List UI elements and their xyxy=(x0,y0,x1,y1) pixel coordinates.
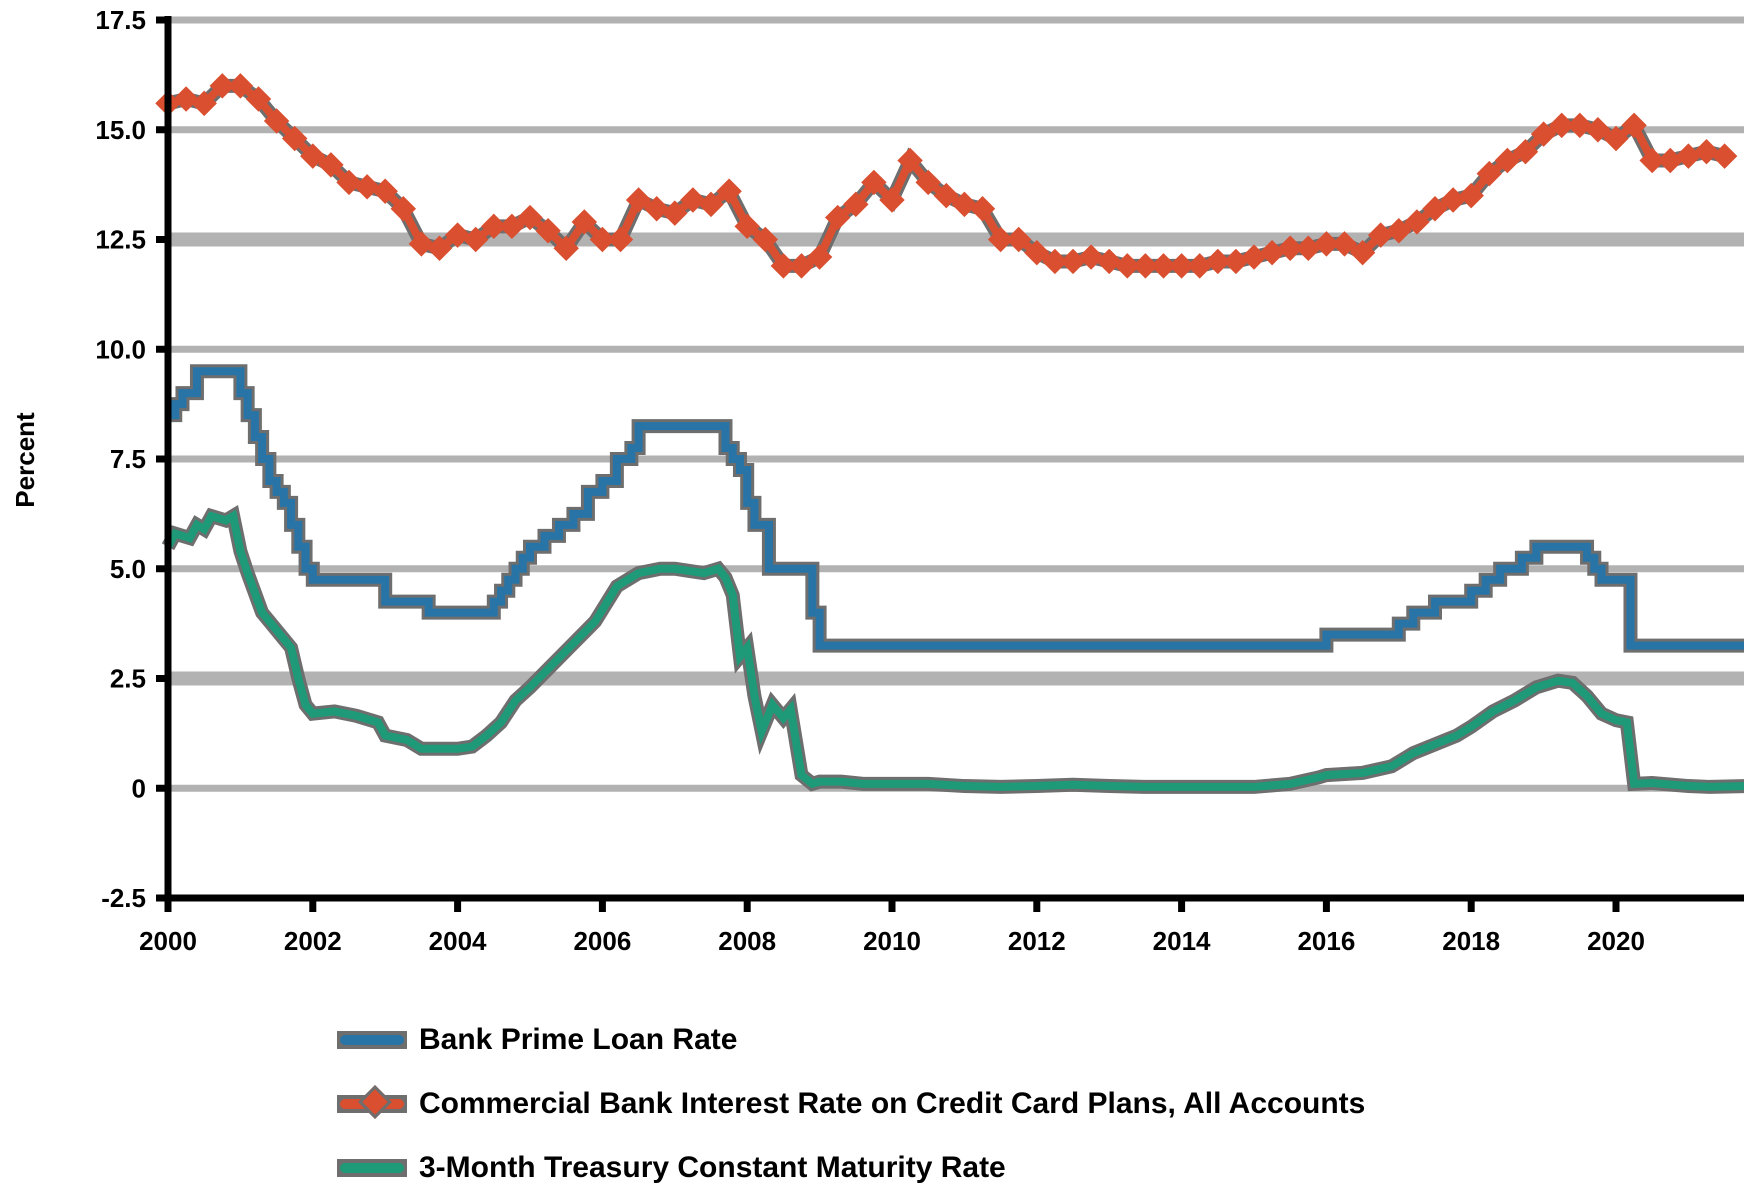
line-swatch-icon xyxy=(337,1159,407,1177)
diamond-marker-icon xyxy=(662,200,688,226)
diamond-marker-icon xyxy=(734,213,760,240)
diamond-marker-icon xyxy=(933,182,960,209)
diamond-marker-icon xyxy=(462,226,489,253)
diamond-marker-icon xyxy=(915,169,941,196)
series-commercial-bank-interest-rate-on-credit-card-plans-all-accounts xyxy=(155,73,1738,279)
diamond-marker-icon xyxy=(589,226,616,253)
line-swatch-icon xyxy=(337,1031,407,1049)
y-axis-tick-labels: 17.5 15.0 12.5 10.0 7.5 5.0 2.5 0 -2.5 xyxy=(95,5,146,913)
diamond-marker-icon xyxy=(969,196,996,222)
diamond-marker-icon xyxy=(897,147,923,174)
y-axis-title: Percent xyxy=(10,412,40,508)
diamond-marker-icon xyxy=(263,108,290,134)
y-tick-label: 7.5 xyxy=(110,444,146,474)
gridlines xyxy=(168,16,1744,792)
diamond-marker-icon xyxy=(607,226,634,253)
diamond-marker-icon xyxy=(426,235,453,262)
diamond-marker-icon xyxy=(1005,226,1032,253)
diamond-marker-icon xyxy=(535,217,561,244)
axes xyxy=(156,16,1744,912)
diamond-marker-icon xyxy=(336,169,362,196)
diamond-marker-icon xyxy=(354,174,380,200)
x-tick-label: 2008 xyxy=(718,926,776,956)
line-chart: 17.515.012.510.07.55.02.50-2.5 2000 2002 2… xyxy=(10,5,1744,956)
x-tick-label: 2006 xyxy=(573,926,631,956)
x-tick-label: 2012 xyxy=(1008,926,1066,956)
legend-item-credit-card-rate: Commercial Bank Interest Rate on Credit … xyxy=(337,1072,1365,1136)
y-tick-label: 12.5 xyxy=(95,225,146,255)
diamond-marker-icon xyxy=(300,143,326,169)
x-tick-label: 2002 xyxy=(284,926,342,956)
diamond-marker-icon xyxy=(861,169,887,196)
legend-label: Bank Prime Loan Rate xyxy=(419,1023,738,1056)
diamond-marker-icon xyxy=(643,196,670,222)
diamond-marker-icon xyxy=(987,226,1014,253)
y-tick-label: 15.0 xyxy=(95,115,146,145)
series-bank-prime-loan-rate xyxy=(168,364,1744,653)
diamond-marker-icon xyxy=(752,226,779,253)
diamond-marker-icon xyxy=(879,187,905,213)
diamond-marker-icon xyxy=(824,204,851,231)
diamond-marker-icon xyxy=(806,244,833,270)
diamond-marker-icon xyxy=(408,231,435,257)
diamond-marker-icon xyxy=(553,235,579,262)
legend-item-treasury-rate: 3-Month Treasury Constant Maturity Rate xyxy=(337,1136,1365,1200)
diamond-marker-icon xyxy=(372,178,398,204)
diamond-marker-icon xyxy=(481,213,507,240)
legend-label: 3-Month Treasury Constant Maturity Rate xyxy=(419,1151,1006,1184)
y-tick-label: 10.0 xyxy=(95,334,146,364)
diamond-marker-icon xyxy=(680,187,706,213)
y-tick-label: 0 xyxy=(132,773,146,803)
diamond-marker-icon xyxy=(571,209,598,235)
x-tick-label: 2014 xyxy=(1153,926,1211,956)
legend: Bank Prime Loan Rate Commercial Bank Int… xyxy=(337,1008,1365,1200)
x-axis-tick-labels: 2000 2002 2004 2006 2008 2010 2012 2014 2016 2018… xyxy=(139,926,1645,956)
legend-item-prime-rate: Bank Prime Loan Rate xyxy=(337,1008,1365,1072)
x-tick-label: 2010 xyxy=(863,926,921,956)
x-tick-label: 2020 xyxy=(1587,926,1645,956)
diamond-marker-swatch-icon xyxy=(337,1085,407,1119)
x-tick-label: 2016 xyxy=(1297,926,1355,956)
series-lines xyxy=(155,73,1744,794)
diamond-marker-icon xyxy=(517,204,543,231)
diamond-marker-icon xyxy=(770,253,797,279)
y-tick-label: 17.5 xyxy=(95,5,146,35)
diamond-marker-icon xyxy=(951,191,978,218)
x-tick-label: 2018 xyxy=(1442,926,1500,956)
diamond-marker-icon xyxy=(843,191,869,218)
diamond-marker-icon xyxy=(318,152,344,178)
x-tick-label: 2000 xyxy=(139,926,197,956)
diamond-marker-icon xyxy=(390,196,417,222)
diamond-marker-icon xyxy=(716,178,742,204)
diamond-marker-icon xyxy=(281,125,308,152)
x-tick-label: 2004 xyxy=(429,926,487,956)
diamond-marker-icon xyxy=(444,222,471,248)
diamond-marker-icon xyxy=(788,253,815,279)
diamond-marker-icon xyxy=(698,191,724,218)
series-3-month-treasury-constant-maturity-rate xyxy=(161,504,1744,794)
legend-label: Commercial Bank Interest Rate on Credit … xyxy=(419,1087,1366,1120)
y-tick-label: 2.5 xyxy=(110,664,146,694)
diamond-marker-icon xyxy=(625,187,652,213)
y-tick-label: 5.0 xyxy=(110,554,146,584)
y-tick-label: -2.5 xyxy=(101,883,146,913)
